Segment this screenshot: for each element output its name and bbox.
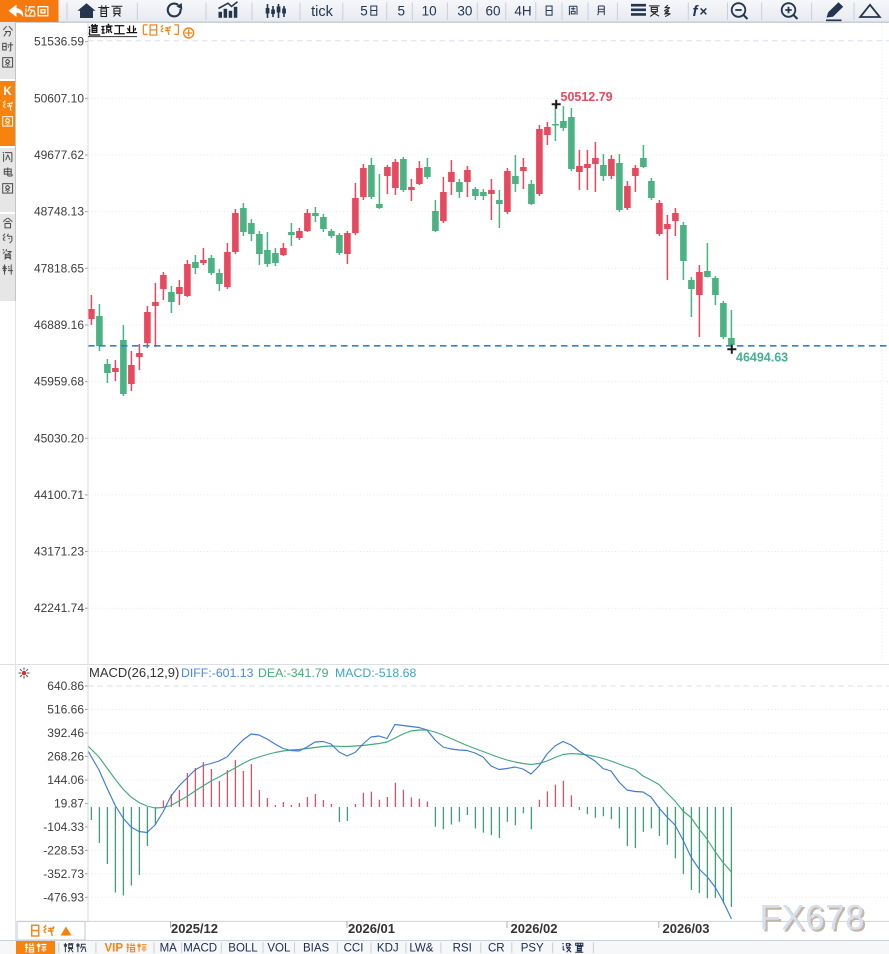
svg-text:45030.20: 45030.20 [34, 431, 84, 445]
svg-text:VOL: VOL [267, 943, 291, 954]
svg-text:42241.74: 42241.74 [34, 601, 84, 615]
svg-text:MACD: MACD [183, 943, 217, 954]
svg-text:LW&: LW& [409, 943, 433, 954]
svg-text:DIFF:-601.13: DIFF:-601.13 [181, 666, 254, 680]
svg-text:5: 5 [360, 4, 368, 19]
svg-text:144.06: 144.06 [47, 773, 84, 787]
svg-text:44100.71: 44100.71 [34, 488, 84, 502]
svg-text:30: 30 [457, 4, 472, 19]
svg-text:43171.23: 43171.23 [34, 545, 84, 559]
svg-text:60: 60 [485, 4, 500, 19]
svg-text:51536.59: 51536.59 [34, 35, 84, 49]
svg-text:49677.62: 49677.62 [34, 148, 84, 162]
svg-text:MACD(26,12,9): MACD(26,12,9) [89, 665, 179, 680]
svg-text:2026/02: 2026/02 [511, 921, 558, 936]
svg-text:DEA:-341.79: DEA:-341.79 [258, 666, 329, 680]
svg-text:640.86: 640.86 [47, 679, 84, 693]
svg-text:48748.13: 48748.13 [34, 205, 84, 219]
svg-text:-352.73: -352.73 [43, 867, 84, 881]
svg-text:f: f [693, 3, 700, 20]
svg-text:tick: tick [311, 4, 334, 20]
svg-text:516.66: 516.66 [47, 703, 84, 717]
svg-text:2026/01: 2026/01 [348, 921, 395, 936]
svg-text:45959.68: 45959.68 [34, 375, 84, 389]
svg-text:FX678: FX678 [762, 901, 868, 940]
svg-text:392.46: 392.46 [47, 726, 84, 740]
svg-text:BIAS: BIAS [303, 943, 330, 954]
svg-text:5: 5 [397, 4, 405, 19]
svg-text:50607.10: 50607.10 [34, 91, 84, 105]
svg-text:K: K [3, 86, 12, 98]
svg-text:47818.65: 47818.65 [34, 261, 84, 275]
svg-text:-476.93: -476.93 [43, 890, 84, 904]
svg-text:MACD:-518.68: MACD:-518.68 [335, 666, 416, 680]
svg-text:CCI: CCI [344, 943, 364, 954]
svg-text:2026/03: 2026/03 [663, 921, 710, 936]
svg-text:PSY: PSY [521, 943, 544, 954]
svg-text:46494.63: 46494.63 [736, 351, 788, 365]
svg-text:10: 10 [422, 4, 437, 19]
svg-text:-104.33: -104.33 [43, 820, 84, 834]
svg-text:46889.16: 46889.16 [34, 318, 84, 332]
svg-text:VIP: VIP [105, 943, 124, 954]
svg-text:RSI: RSI [453, 943, 472, 954]
svg-text:268.26: 268.26 [47, 750, 84, 764]
svg-text:FX678: FX678 [760, 899, 866, 938]
svg-text:-228.53: -228.53 [43, 843, 84, 857]
svg-text:4H: 4H [514, 4, 531, 19]
svg-text:19.87: 19.87 [54, 796, 84, 810]
svg-text:CR: CR [488, 943, 505, 954]
svg-text:BOLL: BOLL [228, 943, 258, 954]
svg-text:MA: MA [160, 943, 178, 954]
svg-text:50512.79: 50512.79 [561, 90, 613, 104]
svg-text:KDJ: KDJ [377, 943, 399, 954]
svg-text:2025/12: 2025/12 [171, 921, 218, 936]
svg-text:×: × [700, 4, 708, 19]
